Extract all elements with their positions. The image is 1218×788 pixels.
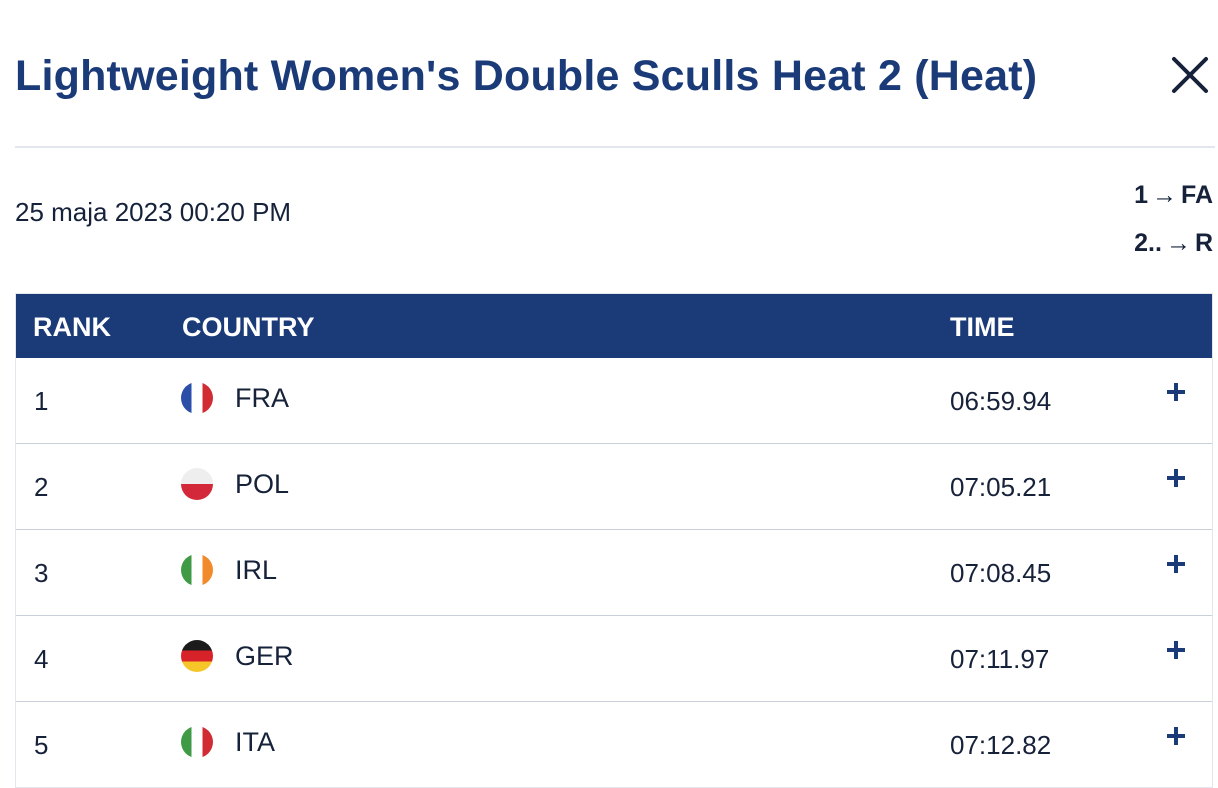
progression-rules: 1 → FA 2.. → R <box>1134 171 1213 267</box>
expand-button[interactable] <box>1166 382 1186 402</box>
progression-to: R <box>1194 229 1213 257</box>
table-row[interactable]: 2 POL 07:05.21 <box>16 443 1212 529</box>
progression-from: 2.. <box>1134 229 1162 257</box>
page-header: Lightweight Women's Double Sculls Heat 2… <box>15 44 1215 108</box>
table-row[interactable]: 1 FRA 06:59.94 <box>16 358 1212 443</box>
expand-button[interactable] <box>1166 726 1186 746</box>
arrow-right-icon: → <box>1152 181 1178 209</box>
table-row[interactable]: 3 IRL 07:08.45 <box>16 529 1212 615</box>
row-rank: 5 <box>34 730 49 760</box>
header-rank: RANK <box>33 312 111 342</box>
plus-icon[interactable] <box>1166 726 1186 746</box>
expand-button[interactable] <box>1166 554 1186 574</box>
row-rank: 4 <box>34 644 49 674</box>
table-header: RANK COUNTRY TIME <box>16 294 1212 358</box>
row-country: IRL <box>235 555 278 585</box>
plus-icon[interactable] <box>1166 382 1186 402</box>
row-rank: 3 <box>34 558 49 588</box>
progression-to: FA <box>1181 181 1213 209</box>
row-time: 07:08.45 <box>950 558 1052 588</box>
row-time: 07:05.21 <box>950 472 1052 502</box>
race-date: 25 maja 2023 00:20 PM <box>15 197 292 227</box>
flag-icon <box>181 554 213 586</box>
flag-icon <box>181 468 213 500</box>
expand-button[interactable] <box>1166 640 1186 660</box>
row-time: 07:11.97 <box>950 644 1050 674</box>
row-rank: 1 <box>34 386 49 416</box>
header-divider <box>15 146 1215 148</box>
progression-from: 1 <box>1134 181 1149 209</box>
page-title: Lightweight Women's Double Sculls Heat 2… <box>15 52 1038 100</box>
plus-icon[interactable] <box>1166 554 1186 574</box>
row-time: 06:59.94 <box>950 386 1052 416</box>
expand-button[interactable] <box>1166 468 1186 488</box>
row-country: FRA <box>235 383 289 413</box>
close-icon[interactable] <box>1167 52 1213 98</box>
row-country: POL <box>235 469 290 499</box>
plus-icon[interactable] <box>1166 640 1186 660</box>
flag-icon <box>181 640 213 672</box>
row-country: GER <box>235 641 294 671</box>
row-rank: 2 <box>34 472 49 502</box>
progression-rule: 2.. → R <box>1134 219 1213 267</box>
results-table: RANK COUNTRY TIME 1 FRA 06:59.94 2 POL 0… <box>15 293 1213 788</box>
table-body: 1 FRA 06:59.94 2 POL 07:05.21 3 IRL 07:0… <box>16 358 1212 787</box>
table-row[interactable]: 5 ITA 07:12.82 <box>16 701 1212 787</box>
progression-rule: 1 → FA <box>1134 171 1213 219</box>
arrow-right-icon: → <box>1165 229 1191 257</box>
header-country: COUNTRY <box>182 312 315 342</box>
table-row[interactable]: 4 GER 07:11.97 <box>16 615 1212 701</box>
plus-icon[interactable] <box>1166 468 1186 488</box>
row-country: ITA <box>235 727 275 757</box>
close-button[interactable] <box>1167 52 1213 98</box>
race-meta: 25 maja 2023 00:20 PM 1 → FA 2.. → R <box>15 165 1215 265</box>
flag-icon <box>181 382 213 414</box>
row-time: 07:12.82 <box>950 730 1052 760</box>
flag-icon <box>181 726 213 758</box>
header-time: TIME <box>950 312 1015 342</box>
